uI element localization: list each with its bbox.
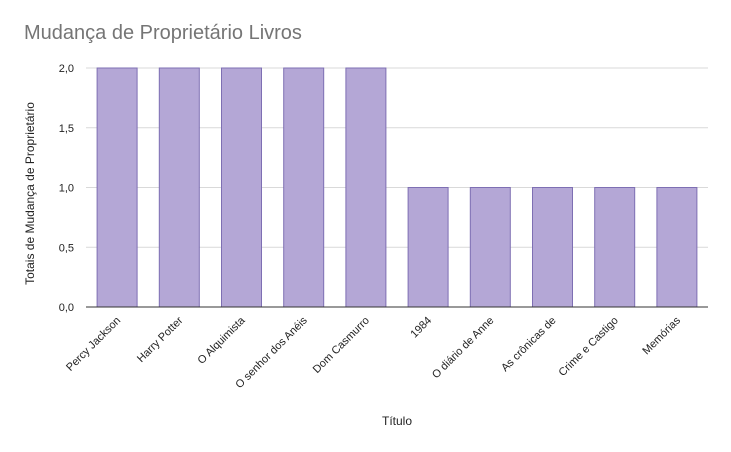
chart-title: Mudança de Proprietário Livros bbox=[24, 22, 302, 44]
x-tick-label: Dom Casmurro bbox=[311, 315, 372, 376]
bar bbox=[407, 187, 449, 308]
x-tick-label: O senhor dos Anéis bbox=[233, 314, 310, 391]
bar bbox=[594, 187, 636, 308]
y-tick-label: 1,0 bbox=[59, 183, 74, 195]
bar bbox=[532, 187, 573, 308]
x-axis-title: Título bbox=[382, 414, 412, 428]
bar bbox=[283, 67, 325, 308]
bar bbox=[656, 187, 698, 308]
y-axis-title: Totais de Mudança de Proprietário bbox=[23, 102, 37, 285]
y-tick-label: 0,0 bbox=[59, 302, 74, 314]
y-tick-label: 2,0 bbox=[59, 63, 74, 75]
x-tick-label: O diário de Anne bbox=[430, 315, 496, 381]
x-tick-label: As crônicas de bbox=[499, 315, 559, 375]
x-tick-label: 1984 bbox=[408, 315, 434, 341]
x-tick-label: Harry Potter bbox=[135, 314, 186, 365]
x-tick-label: Crime e Castigo bbox=[557, 315, 621, 379]
x-tick-label: Percy Jackson bbox=[64, 315, 123, 374]
bar bbox=[96, 67, 138, 308]
bar bbox=[221, 67, 262, 308]
x-tick-label: O Alquimista bbox=[195, 314, 248, 367]
bar bbox=[158, 67, 200, 308]
x-tick-label: Memórias bbox=[640, 314, 683, 357]
y-tick-label: 0,5 bbox=[59, 242, 74, 254]
bar bbox=[469, 187, 511, 308]
y-tick-label: 1,5 bbox=[59, 123, 74, 135]
bar bbox=[345, 67, 387, 308]
